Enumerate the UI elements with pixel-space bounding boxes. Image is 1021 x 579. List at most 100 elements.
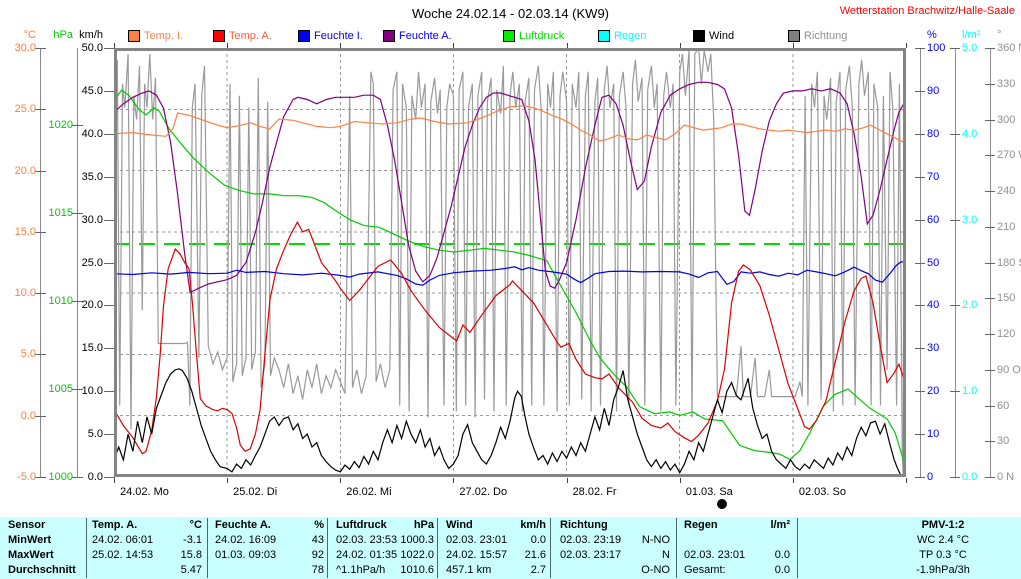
humidity-axis-tick (915, 434, 925, 436)
windspeed-axis-tick (104, 133, 115, 135)
table-cell-value: O-NO (641, 564, 670, 576)
direction-axis-tick (985, 191, 995, 192)
temp-axis-unit: °C (23, 29, 36, 41)
table-cell-value: 21.6 (524, 549, 546, 561)
direction-axis-tick (985, 226, 995, 228)
series-temp-i (114, 104, 906, 145)
series-feuchte-i (114, 260, 906, 286)
humidity-axis-tick (915, 391, 925, 393)
rain-axis-tick (950, 305, 960, 307)
pressure-axis-unit: hPa (53, 29, 73, 41)
regen-legend-label: Regen (614, 30, 647, 42)
table-column-separator (207, 518, 208, 578)
table-cell-value: 15.8 (180, 549, 202, 561)
day-boundary-tick-bottom (679, 478, 681, 483)
table-column-separator (676, 518, 677, 578)
rain-axis-tick (950, 48, 960, 49)
table-cell-time: 24.02. 06:01 (92, 534, 154, 546)
day-label: 28.02. Fr (572, 486, 617, 498)
windspeed-axis-tick (104, 176, 115, 178)
windspeed-axis-tick-label: 50.0 (81, 42, 103, 54)
temp-axis-tick (35, 354, 46, 356)
direction-axis-tick (985, 155, 995, 157)
temp-axis-tick-label: 25.0 (14, 103, 36, 116)
temp-axis-tick (35, 477, 46, 478)
table-col-header: Regen (684, 519, 718, 531)
table-cell-value: TP 0.3 °C (919, 549, 967, 561)
windspeed-axis-tick-label: 45.0 (81, 84, 103, 97)
table-column-separator (797, 518, 798, 578)
feuchte-i-legend-label: Feuchte I. (314, 30, 363, 42)
rain-axis-tick-label: 0.0 (962, 471, 978, 483)
humidity-axis-tick-label: 10 (927, 428, 940, 441)
humidity-axis-tick-label: 20 (927, 385, 940, 398)
table-col-header: Wind (446, 519, 473, 531)
rain-axis-tick-label: 5.0 (962, 42, 978, 54)
table-row-label: MaxWert (8, 549, 54, 561)
pressure-axis-tick-label: 1015 (48, 207, 73, 220)
table-cell-time: ^1.1hPa/h (336, 564, 386, 576)
pressure-axis-tick-label: 1010 (48, 295, 73, 308)
windspeed-axis-tick-label: 0.0 (87, 471, 103, 483)
humidity-axis-tick-label: 100 (927, 42, 946, 54)
table-column-separator (550, 518, 551, 578)
table-cell-value: N (662, 549, 670, 561)
humidity-axis-tick-label: 70 (927, 170, 940, 183)
direction-axis-tick (985, 298, 995, 300)
table-corner-header: Sensor (8, 519, 46, 531)
feuchte-i-legend-swatch (298, 30, 310, 42)
plot-border (114, 48, 906, 477)
series-feuchte-a (114, 81, 906, 294)
table-cell-time: 457.1 km (446, 564, 492, 576)
wind-legend-swatch (693, 30, 705, 42)
day-boundary-tick-top (566, 43, 568, 48)
temp-a-legend-label: Temp. A. (229, 30, 272, 42)
temp-axis-tick (35, 293, 46, 295)
windspeed-axis-tick-label: 10.0 (81, 385, 103, 398)
pressure-axis-tick (72, 477, 83, 478)
windspeed-axis-tick (104, 90, 115, 92)
humidity-axis-tick-label: 40 (927, 299, 940, 312)
rain-axis-tick-label: 4.0 (962, 127, 978, 140)
table-cell-value: 43 (311, 534, 324, 546)
table-col-header: Luftdruck (336, 519, 387, 531)
windspeed-axis-tick-label: 30.0 (81, 213, 103, 226)
rain-axis-unit: l/m² (962, 29, 981, 41)
direction-axis-tick (985, 334, 995, 335)
temp-axis-tick (35, 109, 46, 111)
direction-axis-tick-label: 150 (997, 292, 1016, 305)
table-cell-time: 24.02. 01:35 (336, 549, 398, 561)
humidity-axis-tick-label: 50 (927, 256, 940, 269)
direction-axis-tick (985, 369, 995, 371)
day-boundary-tick-top (340, 43, 342, 48)
table-cell-time: 02.03. 23:53 (336, 534, 398, 546)
temp-axis-tick (35, 415, 46, 417)
direction-axis-tick (985, 441, 995, 443)
direction-axis-tick (985, 119, 995, 121)
temp-axis-tick-label: 10.0 (14, 287, 36, 300)
windspeed-axis-tick-label: 15.0 (81, 342, 103, 355)
temp-axis-tick-label: 20.0 (14, 164, 36, 177)
table-cell-value: WC 2.4 °C (916, 534, 970, 546)
table-col-header: PMV-1:2 (921, 519, 965, 531)
windspeed-axis-tick (104, 262, 115, 264)
feuchte-a-legend-label: Feuchte A. (399, 30, 452, 42)
windspeed-axis-tick (104, 391, 115, 393)
day-label: 25.02. Di (233, 486, 278, 498)
windspeed-axis-tick (104, 348, 115, 350)
direction-axis-tick (985, 83, 995, 85)
day-boundary-tick-top (114, 43, 115, 48)
windspeed-axis-tick (104, 305, 115, 307)
table-column-separator (437, 518, 438, 578)
direction-axis-tick-label: 120 (997, 328, 1016, 340)
table-cell-value: 1010.6 (400, 564, 434, 576)
humidity-axis-tick-label: 90 (927, 84, 940, 97)
day-label: 27.02. Do (459, 486, 508, 498)
humidity-axis-tick (915, 219, 925, 221)
windspeed-axis-tick (104, 219, 115, 221)
day-boundary-tick-top (679, 43, 681, 48)
table-cell-time: Gesamt: (684, 564, 726, 576)
table-cell-value: 5.47 (180, 564, 202, 576)
humidity-axis-tick (915, 90, 925, 92)
